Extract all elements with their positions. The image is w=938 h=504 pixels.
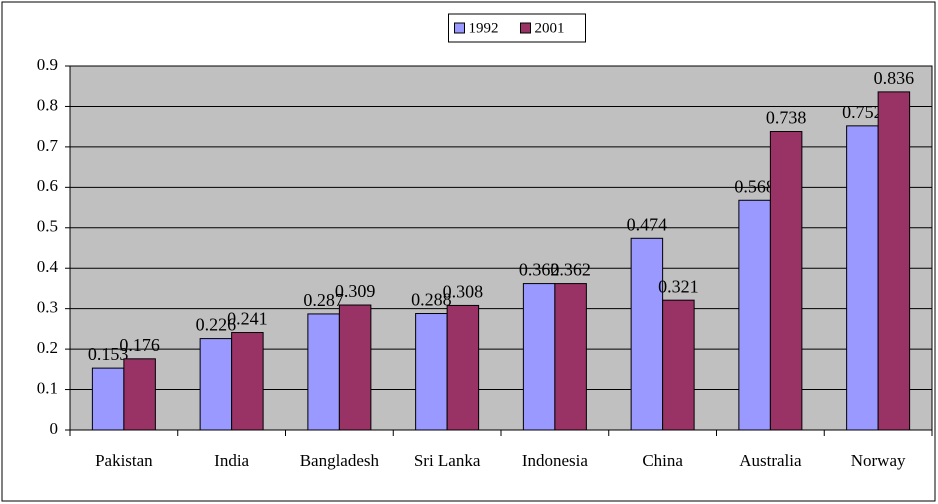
bar <box>522 283 556 431</box>
y-tick-label: 0.7 <box>37 136 59 155</box>
data-label: 0.362 <box>550 260 591 280</box>
data-label: 0.287 <box>303 290 344 310</box>
x-tick-label: Pakistan <box>95 451 153 470</box>
data-label: 0.288 <box>411 290 452 310</box>
data-label: 0.474 <box>627 214 668 234</box>
bar <box>554 283 587 431</box>
legend-label: 2001 <box>535 20 565 36</box>
y-tick-label: 0.8 <box>37 95 58 114</box>
data-label: 0.309 <box>335 281 376 301</box>
legend-swatch <box>454 22 465 34</box>
data-label: 0.321 <box>658 276 699 296</box>
data-label: 0.568 <box>734 176 775 196</box>
bar <box>338 304 372 431</box>
bar <box>630 237 664 431</box>
x-tick-label: Sri Lanka <box>414 451 481 470</box>
data-label: 0.738 <box>766 108 807 128</box>
bar <box>446 304 480 431</box>
y-tick-label: 0.1 <box>37 378 58 397</box>
data-label: 0.176 <box>119 335 160 355</box>
bar <box>846 125 879 431</box>
x-tick-label: Indonesia <box>522 451 589 470</box>
x-tick-label: China <box>642 451 683 470</box>
bar <box>91 367 125 431</box>
bar <box>231 332 264 431</box>
data-label: 0.836 <box>874 68 915 88</box>
bar <box>415 313 448 431</box>
bar <box>877 91 911 431</box>
data-label: 0.226 <box>196 315 237 335</box>
y-tick-label: 0.2 <box>37 338 58 357</box>
x-tick-label: Bangladesh <box>300 451 380 470</box>
bar <box>769 131 803 431</box>
x-tick-label: Australia <box>739 451 802 470</box>
y-tick-label: 0 <box>50 419 59 438</box>
bar <box>199 338 233 431</box>
bar <box>662 299 695 431</box>
data-label: 0.241 <box>227 309 268 329</box>
data-label: 0.153 <box>88 344 129 364</box>
y-tick-label: 0.3 <box>37 298 58 317</box>
x-tick-label: India <box>214 451 249 470</box>
data-label: 0.362 <box>519 260 560 280</box>
legend-label: 1992 <box>469 20 499 36</box>
y-tick-label: 0.6 <box>37 176 58 195</box>
y-tick-label: 0.9 <box>37 55 58 74</box>
bar <box>307 313 340 431</box>
bar <box>123 358 156 431</box>
data-label: 0.308 <box>443 282 484 302</box>
x-tick-label: Norway <box>851 451 906 470</box>
bar <box>738 199 771 431</box>
legend-box <box>448 13 586 43</box>
data-label: 0.752 <box>842 102 883 122</box>
y-tick-label: 0.5 <box>37 217 58 236</box>
legend-swatch <box>520 22 531 34</box>
y-tick-label: 0.4 <box>37 257 59 276</box>
